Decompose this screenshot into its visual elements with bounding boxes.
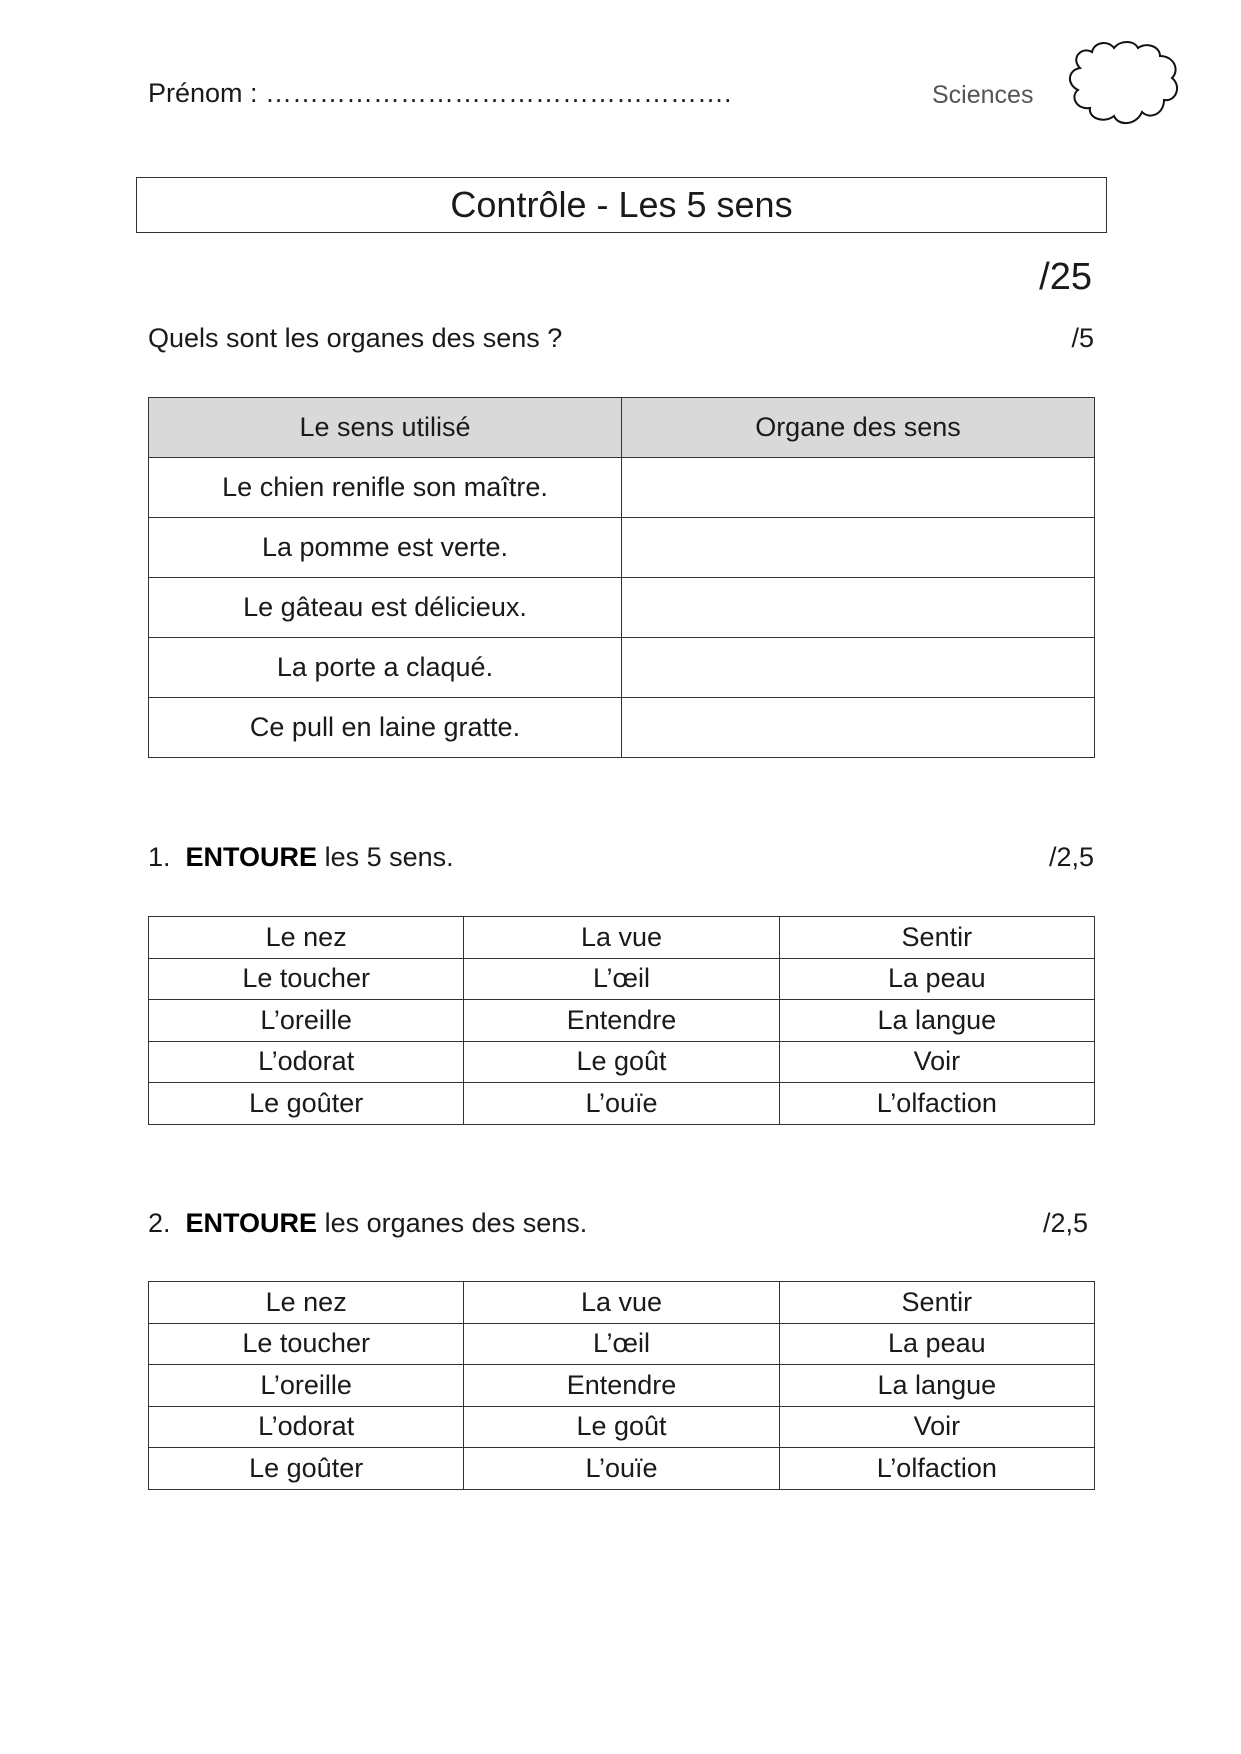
prenom-field-label: Prénom : …………………………………………….: [148, 78, 732, 108]
word-cell[interactable]: La langue: [778, 1364, 1096, 1407]
total-score: /25: [1039, 256, 1092, 298]
word-cell[interactable]: Le toucher: [147, 957, 465, 1000]
exercise1-word-grid: Le nez La vue Sentir Le toucher L’œil La peau…: [147, 916, 1096, 1125]
word-cell[interactable]: L’odorat: [147, 1405, 465, 1448]
table-row: La pomme est verte.: [148, 517, 1095, 578]
exercise1-score: /2,5: [1048, 842, 1094, 872]
table-row: Le nez La vue Sentir: [147, 916, 1096, 959]
sentence-cell: Ce pull en laine gratte.: [148, 697, 622, 758]
word-cell[interactable]: La peau: [778, 1322, 1096, 1365]
table-row: L’oreille Entendre La langue: [147, 999, 1096, 1042]
word-cell[interactable]: L’ouïe: [463, 1447, 780, 1490]
word-cell[interactable]: Sentir: [778, 916, 1096, 959]
word-cell[interactable]: L’olfaction: [778, 1082, 1096, 1125]
word-cell[interactable]: Le nez: [147, 916, 465, 959]
table-row: Le toucher L’œil La peau: [147, 1322, 1096, 1365]
word-cell[interactable]: La langue: [778, 999, 1096, 1042]
exercise-number: 2.: [148, 1208, 171, 1238]
exercise2-score: /2,5: [1042, 1208, 1088, 1238]
word-cell[interactable]: Entendre: [463, 1364, 780, 1407]
answer-cell[interactable]: [621, 637, 1095, 698]
word-cell[interactable]: Voir: [778, 1040, 1096, 1083]
column-header: Le sens utilisé: [148, 397, 622, 458]
word-cell[interactable]: Le goût: [463, 1405, 780, 1448]
exercise-verb: ENTOURE: [185, 1208, 318, 1238]
table-row: Le gâteau est délicieux.: [148, 577, 1095, 638]
question-score: /5: [1071, 323, 1094, 353]
question-text: Quels sont les organes des sens ?: [148, 323, 563, 353]
word-cell[interactable]: L’odorat: [147, 1040, 465, 1083]
exercise2-word-grid: Le nez La vue Sentir Le toucher L’œil La peau…: [147, 1281, 1096, 1490]
word-cell[interactable]: Le goûter: [147, 1082, 465, 1125]
table-row: L’oreille Entendre La langue: [147, 1364, 1096, 1407]
exercise-verb: ENTOURE: [185, 842, 318, 872]
table-row: Ce pull en laine gratte.: [148, 697, 1095, 758]
exercise-text: les 5 sens.: [317, 842, 454, 872]
answer-cell[interactable]: [621, 457, 1095, 518]
table-header-row: Le sens utilisé Organe des sens: [148, 397, 1095, 458]
senses-organs-table: Le sens utilisé Organe des sens Le chien…: [148, 397, 1095, 758]
table-row: Le toucher L’œil La peau: [147, 957, 1096, 1000]
word-cell[interactable]: Voir: [778, 1405, 1096, 1448]
word-cell[interactable]: Le goût: [463, 1040, 780, 1083]
table-row: Le goûter L’ouïe L’olfaction: [147, 1447, 1096, 1490]
word-cell[interactable]: L’ouïe: [463, 1082, 780, 1125]
table-row: Le goûter L’ouïe L’olfaction: [147, 1082, 1096, 1125]
word-cell[interactable]: Le nez: [147, 1281, 465, 1324]
table-row: Le nez La vue Sentir: [147, 1281, 1096, 1324]
word-cell[interactable]: L’œil: [463, 957, 780, 1000]
sentence-cell: Le gâteau est délicieux.: [148, 577, 622, 638]
exercise-number: 1.: [148, 842, 171, 872]
answer-cell[interactable]: [621, 577, 1095, 638]
word-cell[interactable]: Le goûter: [147, 1447, 465, 1490]
exercise2-instruction: 2. ENTOURE les organes des sens.: [148, 1208, 587, 1239]
page-title: Contrôle - Les 5 sens: [136, 177, 1107, 233]
word-cell[interactable]: Entendre: [463, 999, 780, 1042]
word-cell[interactable]: L’oreille: [147, 1364, 465, 1407]
sentence-cell: Le chien renifle son maître.: [148, 457, 622, 518]
word-cell[interactable]: L’olfaction: [778, 1447, 1096, 1490]
table-row: L’odorat Le goût Voir: [147, 1040, 1096, 1083]
exercise-text: les organes des sens.: [317, 1208, 588, 1238]
word-cell[interactable]: Sentir: [778, 1281, 1096, 1324]
answer-cell[interactable]: [621, 517, 1095, 578]
word-cell[interactable]: L’œil: [463, 1322, 780, 1365]
word-cell[interactable]: Le toucher: [147, 1322, 465, 1365]
table-row: La porte a claqué.: [148, 637, 1095, 698]
exercise1-instruction: 1. ENTOURE les 5 sens.: [148, 842, 454, 873]
word-cell[interactable]: La vue: [463, 916, 780, 959]
subject-label: Sciences: [932, 81, 1034, 109]
cloud-icon: [1069, 41, 1179, 124]
word-cell[interactable]: La vue: [463, 1281, 780, 1324]
word-cell[interactable]: La peau: [778, 957, 1096, 1000]
sentence-cell: La porte a claqué.: [148, 637, 622, 698]
column-header: Organe des sens: [621, 397, 1095, 458]
table-row: Le chien renifle son maître.: [148, 457, 1095, 518]
answer-cell[interactable]: [621, 697, 1095, 758]
table-row: L’odorat Le goût Voir: [147, 1405, 1096, 1448]
sentence-cell: La pomme est verte.: [148, 517, 622, 578]
word-cell[interactable]: L’oreille: [147, 999, 465, 1042]
